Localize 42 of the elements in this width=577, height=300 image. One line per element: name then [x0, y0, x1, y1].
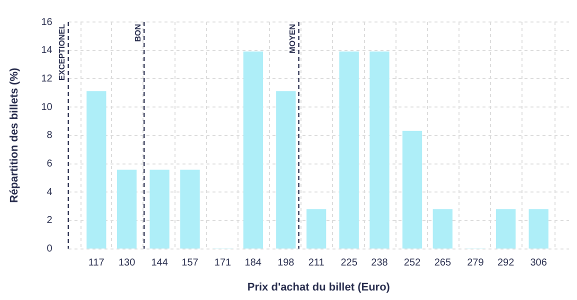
x-tick-label: 171: [214, 258, 232, 269]
bar: [86, 91, 106, 249]
y-axis-title: Répartition des billets (%): [8, 68, 21, 203]
y-tick-label: 8: [46, 130, 53, 142]
x-tick-label: 225: [340, 258, 358, 269]
x-tick-label: 157: [182, 258, 199, 269]
x-tick-label: 306: [530, 258, 548, 269]
bar: [306, 209, 326, 249]
ref-line-label: MOYEN: [288, 24, 297, 54]
x-tick-label: 252: [404, 258, 422, 269]
y-tick-label: 4: [46, 186, 53, 198]
x-tick-label: 265: [434, 258, 452, 269]
y-tick-label: 10: [41, 102, 53, 113]
y-tick-label: 12: [41, 73, 53, 84]
y-tick-label: 2: [46, 215, 53, 226]
x-tick-label: 117: [88, 258, 105, 269]
bar: [180, 170, 200, 249]
ref-line-label: BON: [133, 24, 142, 42]
bar: [150, 170, 170, 249]
x-tick-label: 279: [467, 258, 484, 269]
x-tick-label: 130: [118, 258, 136, 269]
y-tick-label: 16: [41, 16, 53, 28]
bar: [496, 209, 516, 249]
bar: [243, 51, 263, 249]
x-tick-label: 211: [308, 258, 325, 269]
x-tick-label: 144: [151, 258, 168, 269]
y-tick-label: 6: [46, 158, 53, 170]
x-axis-title: Prix d'achat du billet (Euro): [247, 281, 390, 294]
x-tick-label: 198: [278, 258, 295, 269]
bar: [276, 91, 296, 249]
y-tick-label: 14: [41, 45, 53, 56]
bar: [116, 170, 137, 249]
bar: [402, 130, 422, 249]
bar: [528, 209, 548, 249]
x-tick-label: 292: [497, 258, 515, 269]
y-tick-label: 0: [46, 244, 53, 255]
ref-line-label: EXCEPTIONEL: [58, 24, 67, 80]
bar: [370, 51, 390, 249]
bar: [339, 51, 359, 249]
bar: [432, 209, 452, 249]
x-tick-label: 184: [244, 258, 262, 269]
x-tick-label: 238: [371, 258, 388, 269]
